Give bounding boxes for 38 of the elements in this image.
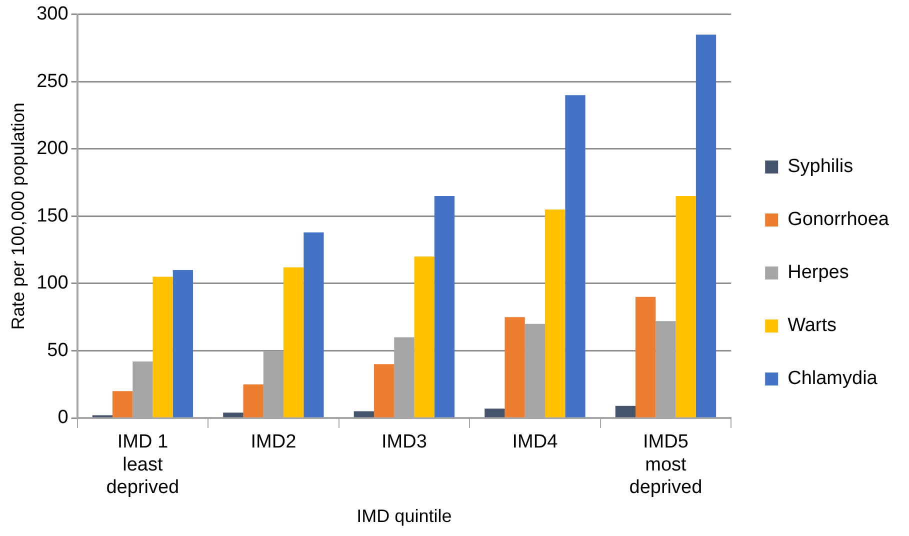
x-tick-label: IMD 1 least deprived [106, 432, 180, 498]
bar [304, 232, 324, 418]
bar [565, 95, 586, 418]
bar [676, 196, 696, 418]
bar [112, 391, 133, 418]
x-tick-label: IMD5 most deprived [629, 432, 702, 498]
bar [615, 406, 636, 418]
legend-label: Chlamydia [788, 368, 878, 390]
bar [545, 209, 566, 418]
bar [434, 196, 455, 418]
bar [223, 412, 244, 418]
x-tick-label: IMD3 [381, 432, 427, 453]
bar [696, 34, 716, 418]
bar [484, 408, 505, 418]
y-tick-label: 150 [36, 205, 68, 226]
bar [152, 276, 173, 418]
bar [374, 364, 394, 418]
y-tick-label: 250 [36, 70, 68, 92]
y-tick-label: 0 [58, 407, 68, 428]
x-tick-label: IMD4 [512, 432, 558, 453]
legend-label: Gonorrhoea [788, 209, 890, 230]
bar [172, 270, 194, 418]
legend-label: Syphilis [788, 156, 854, 178]
y-tick-label: 100 [36, 272, 68, 294]
legend-label: Warts [788, 315, 837, 336]
y-tick-label: 300 [36, 4, 68, 25]
bar [284, 267, 304, 418]
bar [243, 384, 264, 418]
y-tick-label: 50 [47, 340, 68, 361]
y-axis-title: Rate per 100,000 population [8, 102, 28, 330]
bar [354, 411, 374, 418]
x-axis-title: IMD quintile [356, 506, 452, 526]
legend-label: Herpes [788, 262, 849, 284]
bar [504, 317, 525, 418]
bar [636, 296, 656, 418]
y-tick-label: 200 [36, 138, 68, 160]
x-tick-label: IMD2 [250, 432, 296, 453]
bar [414, 256, 434, 418]
